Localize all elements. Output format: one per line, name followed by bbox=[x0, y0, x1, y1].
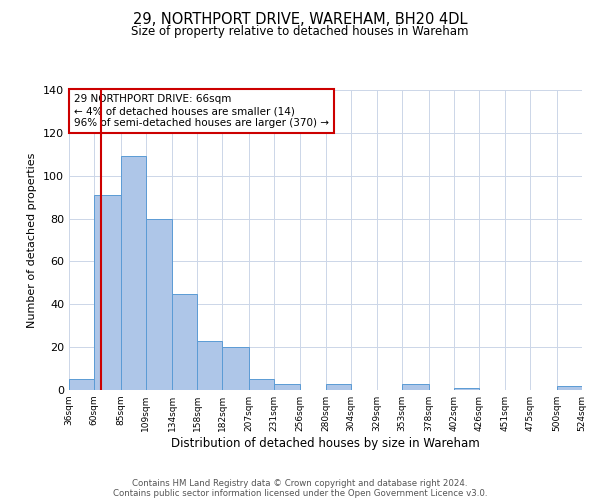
Bar bbox=[402, 384, 428, 390]
Bar bbox=[172, 294, 197, 390]
Bar bbox=[197, 340, 223, 390]
Bar bbox=[94, 195, 121, 390]
Bar bbox=[69, 380, 94, 390]
Y-axis label: Number of detached properties: Number of detached properties bbox=[28, 152, 37, 328]
Bar bbox=[557, 386, 582, 390]
Bar bbox=[325, 384, 351, 390]
Text: 29 NORTHPORT DRIVE: 66sqm
← 4% of detached houses are smaller (14)
96% of semi-d: 29 NORTHPORT DRIVE: 66sqm ← 4% of detach… bbox=[74, 94, 329, 128]
Text: Size of property relative to detached houses in Wareham: Size of property relative to detached ho… bbox=[131, 25, 469, 38]
Text: Contains public sector information licensed under the Open Government Licence v3: Contains public sector information licen… bbox=[113, 488, 487, 498]
Bar bbox=[249, 380, 274, 390]
Bar bbox=[223, 347, 249, 390]
Text: 29, NORTHPORT DRIVE, WAREHAM, BH20 4DL: 29, NORTHPORT DRIVE, WAREHAM, BH20 4DL bbox=[133, 12, 467, 28]
X-axis label: Distribution of detached houses by size in Wareham: Distribution of detached houses by size … bbox=[171, 437, 480, 450]
Text: Contains HM Land Registry data © Crown copyright and database right 2024.: Contains HM Land Registry data © Crown c… bbox=[132, 478, 468, 488]
Bar bbox=[121, 156, 146, 390]
Bar bbox=[146, 218, 172, 390]
Bar bbox=[274, 384, 300, 390]
Bar bbox=[454, 388, 479, 390]
